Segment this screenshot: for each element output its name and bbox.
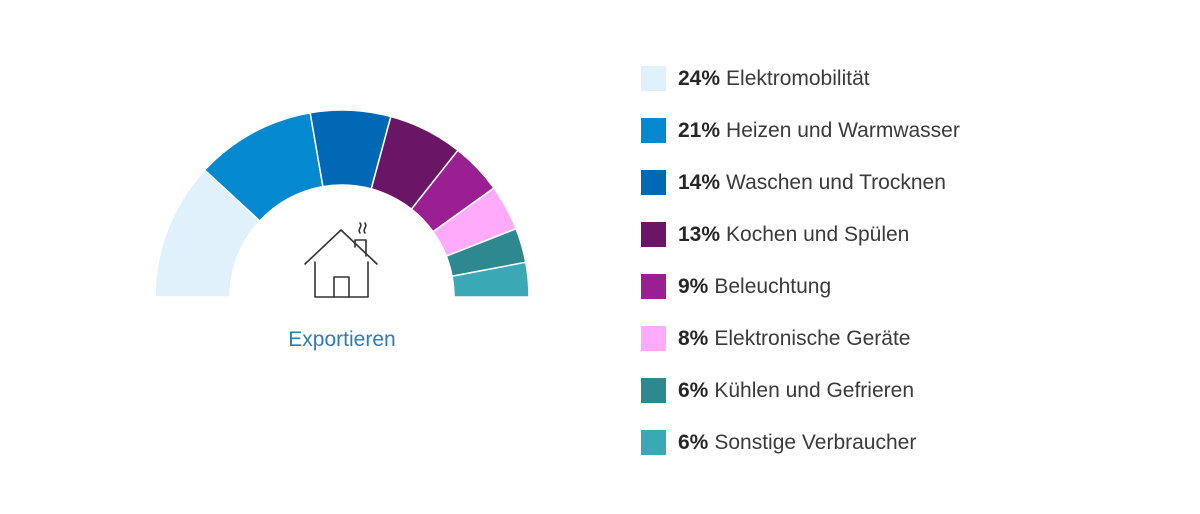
legend-swatch — [641, 378, 666, 403]
legend-percent: 9% — [678, 275, 709, 298]
chart-legend: 24% Elektromobilität 21% Heizen und Warmwas… — [641, 66, 960, 482]
legend-text: 6% Sonstige Verbraucher — [678, 430, 916, 456]
legend-percent: 21% — [678, 119, 721, 142]
legend-label: Beleuchtung — [714, 275, 832, 298]
house-icon — [304, 222, 378, 298]
legend-swatch — [641, 326, 666, 351]
legend-text: 9% Beleuchtung — [678, 274, 831, 300]
legend-swatch — [641, 222, 666, 247]
legend-item: 21% Heizen und Warmwasser — [641, 118, 960, 170]
legend-swatch — [641, 118, 666, 143]
legend-text: 24% Elektromobilität — [678, 66, 870, 92]
legend-text: 8% Elektronische Geräte — [678, 326, 910, 352]
legend-text: 14% Waschen und Trocknen — [678, 170, 946, 196]
legend-label: Kochen und Spülen — [726, 223, 910, 246]
legend-item: 14% Waschen und Trocknen — [641, 170, 960, 222]
chart-slices — [154, 109, 530, 298]
legend-label: Elektromobilität — [726, 67, 870, 90]
legend-swatch — [641, 430, 666, 455]
legend-swatch — [641, 274, 666, 299]
legend-percent: 6% — [678, 379, 709, 402]
legend-label: Heizen und Warmwasser — [726, 119, 960, 142]
legend-item: 24% Elektromobilität — [641, 66, 960, 118]
half-donut-chart — [154, 109, 530, 298]
legend-text: 21% Heizen und Warmwasser — [678, 118, 960, 144]
legend-percent: 6% — [678, 431, 709, 454]
legend-text: 13% Kochen und Spülen — [678, 222, 909, 248]
legend-label: Waschen und Trocknen — [726, 171, 946, 194]
legend-text: 6% Kühlen und Gefrieren — [678, 378, 914, 404]
legend-item: 8% Elektronische Geräte — [641, 326, 960, 378]
legend-label: Sonstige Verbraucher — [714, 431, 917, 454]
slice-8 — [451, 261, 530, 298]
legend-swatch — [641, 66, 666, 91]
legend-label: Elektronische Geräte — [714, 327, 911, 350]
legend-item: 6% Kühlen und Gefrieren — [641, 378, 960, 430]
legend-percent: 13% — [678, 223, 721, 246]
legend-swatch — [641, 170, 666, 195]
legend-percent: 14% — [678, 171, 721, 194]
legend-percent: 24% — [678, 67, 721, 90]
legend-item: 9% Beleuchtung — [641, 274, 960, 326]
legend-percent: 8% — [678, 327, 709, 350]
legend-item: 6% Sonstige Verbraucher — [641, 430, 960, 482]
legend-item: 13% Kochen und Spülen — [641, 222, 960, 274]
export-link[interactable]: Exportieren — [288, 328, 396, 351]
legend-label: Kühlen und Gefrieren — [714, 379, 914, 402]
